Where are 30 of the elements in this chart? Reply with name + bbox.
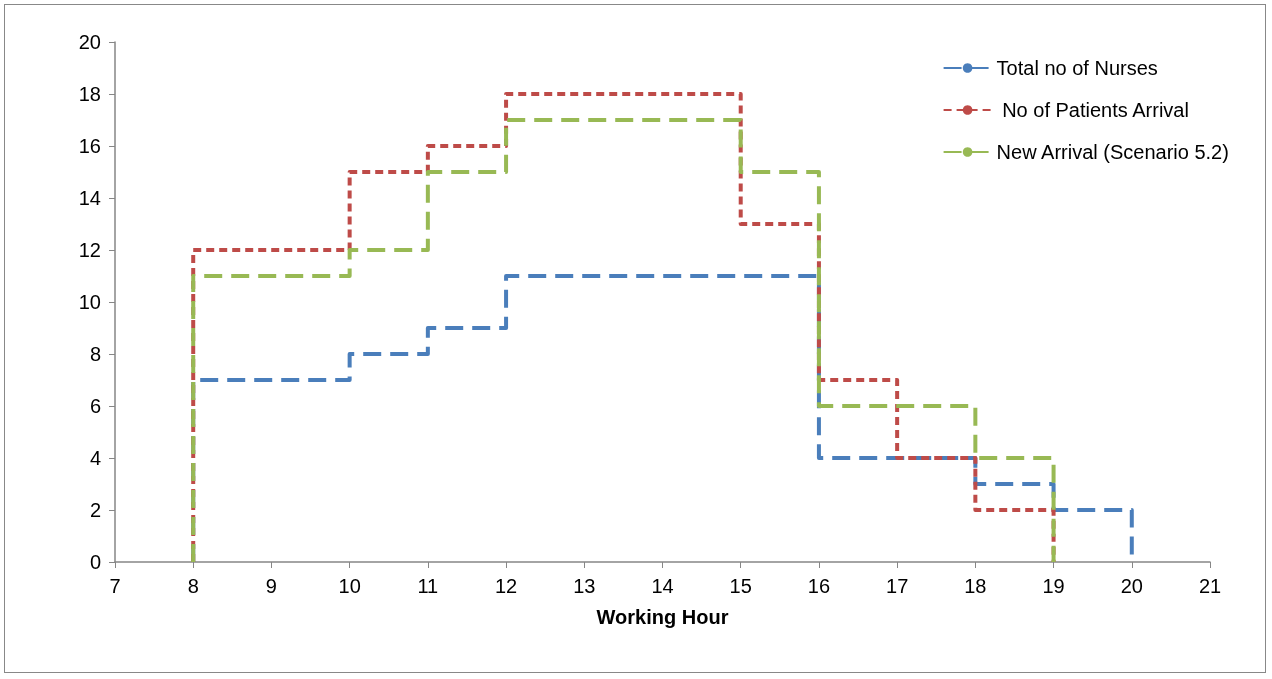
y-tick-label: 2: [89, 499, 101, 521]
x-tick-label: 9: [265, 575, 277, 597]
x-axis-title: Working Hour: [596, 606, 729, 628]
y-tick-label: 20: [78, 31, 101, 53]
legend-label: New Arrival (Scenario 5.2): [996, 141, 1229, 163]
x-tick-label: 8: [187, 575, 199, 597]
y-tick-label: 14: [78, 187, 101, 209]
y-tick-label: 6: [89, 395, 101, 417]
y-tick-label: 8: [89, 343, 101, 365]
x-tick-label: 7: [109, 575, 121, 597]
x-tick-label: 18: [964, 575, 987, 597]
x-tick-label: 13: [573, 575, 596, 597]
x-tick-label: 19: [1042, 575, 1065, 597]
x-tick-label: 20: [1120, 575, 1143, 597]
y-tick-label: 16: [78, 135, 101, 157]
y-tick-label: 10: [78, 291, 101, 313]
x-tick-label: 16: [807, 575, 831, 597]
y-tick-label: 4: [89, 447, 101, 469]
legend-label: Total no of Nurses: [996, 57, 1158, 79]
x-tick-label: 21: [1198, 575, 1222, 597]
x-tick-label: 14: [651, 575, 674, 597]
y-tick-label: 18: [78, 83, 101, 105]
x-tick-label: 17: [886, 575, 909, 597]
x-tick-label: 12: [494, 575, 518, 597]
x-tick-label: 10: [338, 575, 361, 597]
y-tick-label: 12: [78, 239, 101, 261]
x-tick-label: 11: [417, 575, 439, 597]
legend-label: No of Patients Arrival: [996, 99, 1189, 121]
y-tick-label: 0: [89, 551, 101, 573]
x-tick-label: 15: [729, 575, 752, 597]
